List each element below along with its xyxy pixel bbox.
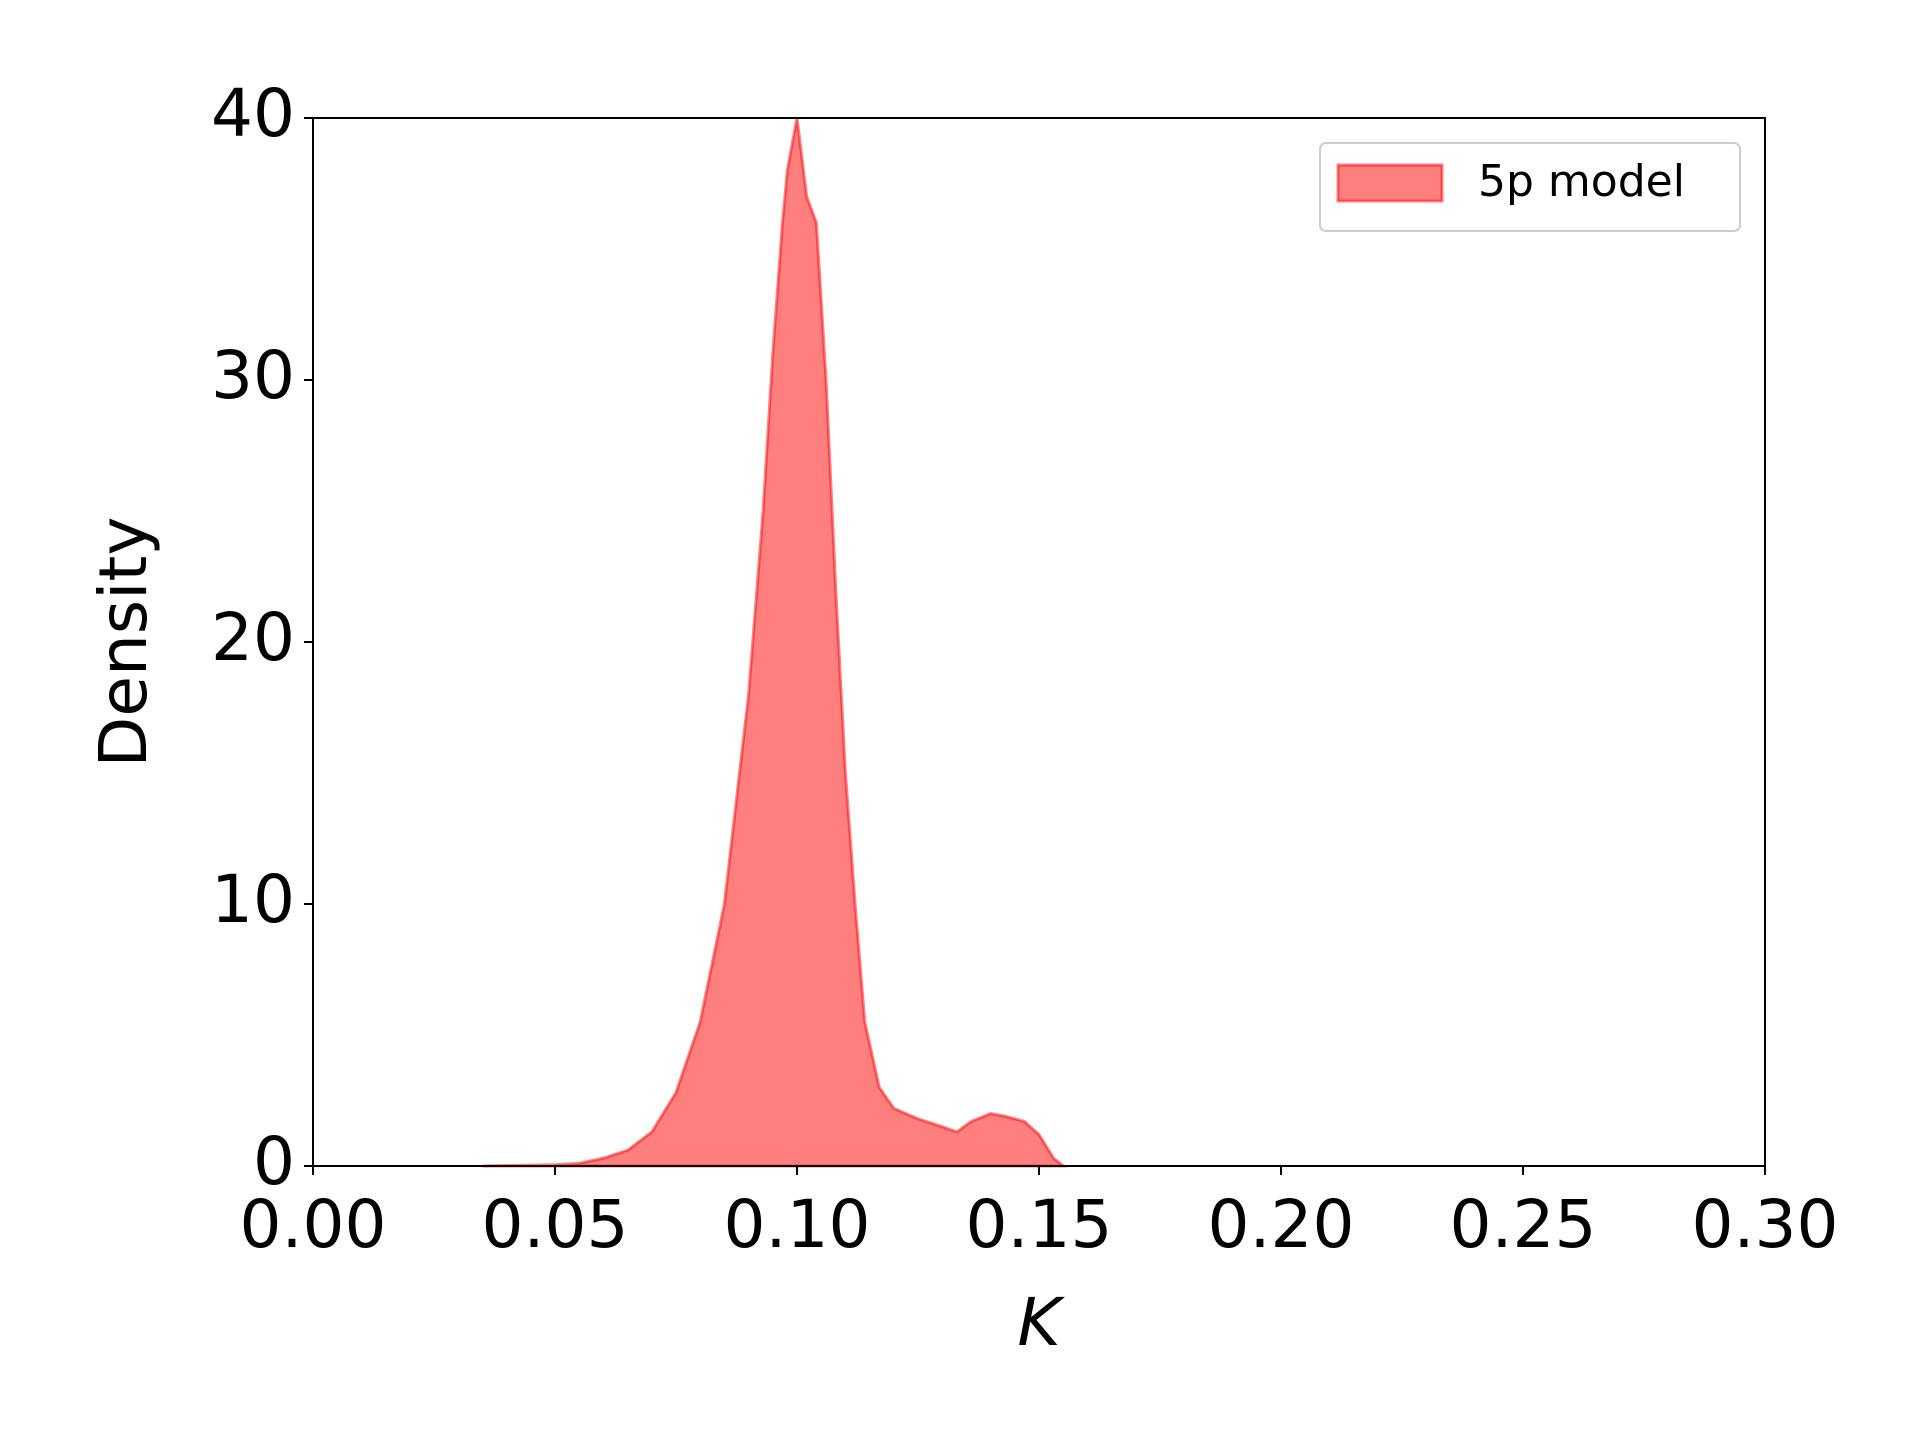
plot-frame <box>312 117 1766 1167</box>
x-axis-label: K <box>1017 1284 1065 1361</box>
x-tick-label: 0.25 <box>1450 1186 1597 1263</box>
y-tick-label: 0 <box>253 1123 295 1200</box>
x-tick-label: 0.20 <box>1208 1186 1355 1263</box>
x-tick-label: 0.05 <box>482 1186 629 1263</box>
y-axis-label: Density <box>85 517 162 768</box>
legend-swatch <box>1336 163 1444 203</box>
x-tick-label: 0.30 <box>1692 1186 1839 1263</box>
y-tick-label: 10 <box>211 861 295 938</box>
y-tick-label: 20 <box>211 599 295 676</box>
density-area <box>482 117 1068 1168</box>
x-tick-label: 0.10 <box>724 1186 871 1263</box>
x-tick-label: 0.15 <box>966 1186 1113 1263</box>
y-tick-label: 40 <box>211 75 295 152</box>
legend-label: 5p model <box>1478 156 1685 207</box>
y-tick-label: 30 <box>211 337 295 414</box>
x-tick-label: 0.00 <box>240 1186 387 1263</box>
